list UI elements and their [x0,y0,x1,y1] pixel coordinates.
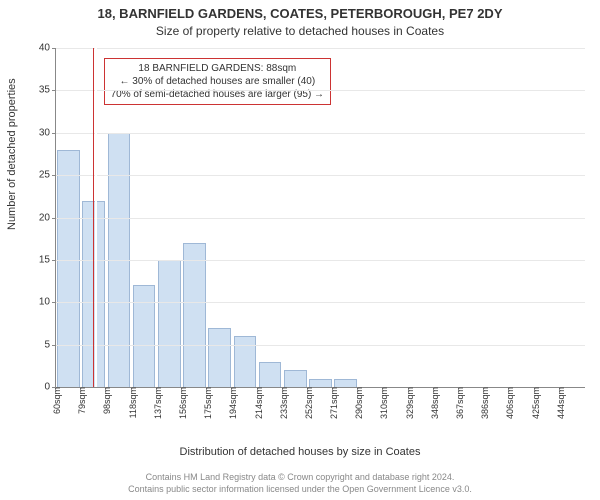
marker-line-red [93,48,94,387]
xtick-label: 386sqm [480,387,490,419]
xtick-label: 214sqm [254,387,264,419]
ytick-mark [52,48,56,49]
ytick-mark [52,218,56,219]
gridline [56,345,585,346]
bar [82,201,105,387]
gridline [56,175,585,176]
xtick-label: 290sqm [354,387,364,419]
ytick-mark [52,387,56,388]
ytick-mark [52,133,56,134]
xtick-label: 444sqm [556,387,566,419]
gridline [56,218,585,219]
gridline [56,48,585,49]
gridline [56,302,585,303]
y-axis-label: Number of detached properties [6,78,18,230]
xtick-label: 310sqm [379,387,389,419]
plot-area: 60sqm79sqm98sqm118sqm137sqm156sqm175sqm1… [55,48,585,388]
chart-title-line1: 18, BARNFIELD GARDENS, COATES, PETERBORO… [0,6,600,21]
xtick-label: 60sqm [52,387,62,414]
xtick-label: 156sqm [178,387,188,419]
xtick-label: 175sqm [203,387,213,419]
ytick-label: 35 [39,85,50,96]
xtick-label: 79sqm [77,387,87,414]
xtick-label: 194sqm [228,387,238,419]
gridline [56,260,585,261]
annotation-box: 18 BARNFIELD GARDENS: 88sqm ← 30% of det… [104,58,331,105]
annotation-line1: 18 BARNFIELD GARDENS: 88sqm [111,62,324,75]
xtick-label: 252sqm [304,387,314,419]
bar [284,370,307,387]
bar [309,379,332,387]
ytick-label: 40 [39,43,50,54]
footer-line2: Contains public sector information licen… [0,484,600,494]
ytick-label: 25 [39,170,50,181]
ytick-mark [52,345,56,346]
ytick-mark [52,302,56,303]
x-axis-label: Distribution of detached houses by size … [0,446,600,458]
ytick-mark [52,90,56,91]
chart-title-line2: Size of property relative to detached ho… [0,24,600,38]
xtick-label: 329sqm [405,387,415,419]
bar [334,379,357,387]
ytick-label: 20 [39,212,50,223]
bar [183,243,206,387]
bar [208,328,231,387]
bar [57,150,80,387]
gridline [56,133,585,134]
xtick-label: 348sqm [430,387,440,419]
gridline [56,90,585,91]
xtick-label: 118sqm [128,387,138,418]
ytick-label: 30 [39,127,50,138]
chart-container: 18, BARNFIELD GARDENS, COATES, PETERBORO… [0,0,600,500]
ytick-label: 5 [44,339,50,350]
xtick-label: 137sqm [153,387,163,419]
xtick-label: 271sqm [329,387,339,419]
ytick-label: 15 [39,254,50,265]
xtick-label: 367sqm [455,387,465,419]
marker-line-white [95,48,97,387]
footer-line1: Contains HM Land Registry data © Crown c… [0,472,600,482]
bar [133,285,156,387]
annotation-line2: ← 30% of detached houses are smaller (40… [111,75,324,88]
ytick-mark [52,175,56,176]
xtick-label: 98sqm [102,387,112,414]
ytick-label: 0 [44,382,50,393]
xtick-label: 406sqm [505,387,515,419]
ytick-label: 10 [39,297,50,308]
xtick-label: 425sqm [531,387,541,419]
ytick-mark [52,260,56,261]
bar [259,362,282,387]
xtick-label: 233sqm [279,387,289,419]
bar [158,260,181,387]
